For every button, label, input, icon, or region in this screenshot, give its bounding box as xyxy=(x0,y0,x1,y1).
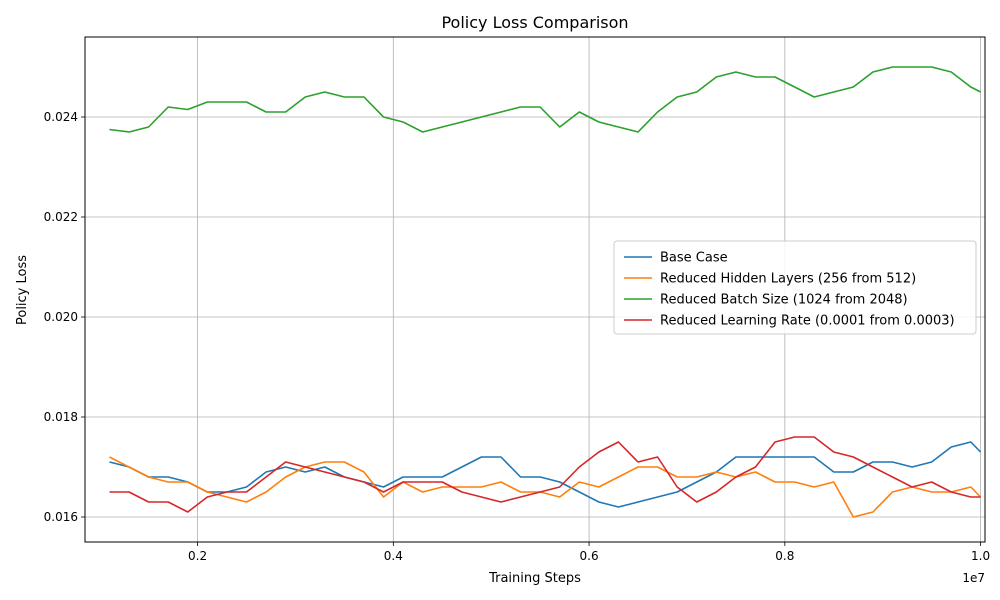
chart-title: Policy Loss Comparison xyxy=(441,13,628,32)
series-line-3 xyxy=(109,66,981,133)
axis-ticks: 0.2 0.4 0.6 0.8 1.0 0.016 0.018 0.020 0.022 0.024 xyxy=(44,110,991,563)
plot-frame xyxy=(84,36,986,543)
legend-label-3: Reduced Batch Size (1024 from 2048) xyxy=(660,293,908,308)
x-tick-label: 0.8 xyxy=(775,549,794,563)
y-tick-label: 0.018 xyxy=(44,410,78,424)
x-axis-offset-label: 1e7 xyxy=(962,571,985,585)
series-line-4 xyxy=(109,436,981,513)
x-tick-label: 1.0 xyxy=(971,549,990,563)
y-tick-label: 0.024 xyxy=(44,110,78,124)
y-tick-label: 0.020 xyxy=(44,310,78,324)
legend-label-2: Reduced Hidden Layers (256 from 512) xyxy=(660,272,916,287)
x-tick-label: 0.2 xyxy=(188,549,207,563)
series-line-1 xyxy=(109,441,982,508)
x-tick-label: 0.6 xyxy=(580,549,599,563)
y-tick-label: 0.022 xyxy=(44,210,78,224)
y-tick-label: 0.016 xyxy=(44,510,78,524)
legend-label-4: Reduced Learning Rate (0.0001 from 0.000… xyxy=(660,314,955,329)
x-axis-label: Training Steps xyxy=(488,571,581,586)
series-line-2 xyxy=(109,456,982,518)
legend-label-1: Base Case xyxy=(660,251,728,266)
legend-box xyxy=(613,240,977,335)
x-tick-label: 0.4 xyxy=(384,549,403,563)
series-lines xyxy=(109,66,982,518)
grid xyxy=(85,37,985,542)
legend: Base Case Reduced Hidden Layers (256 from… xyxy=(613,240,977,335)
y-axis-label: Policy Loss xyxy=(15,255,30,325)
